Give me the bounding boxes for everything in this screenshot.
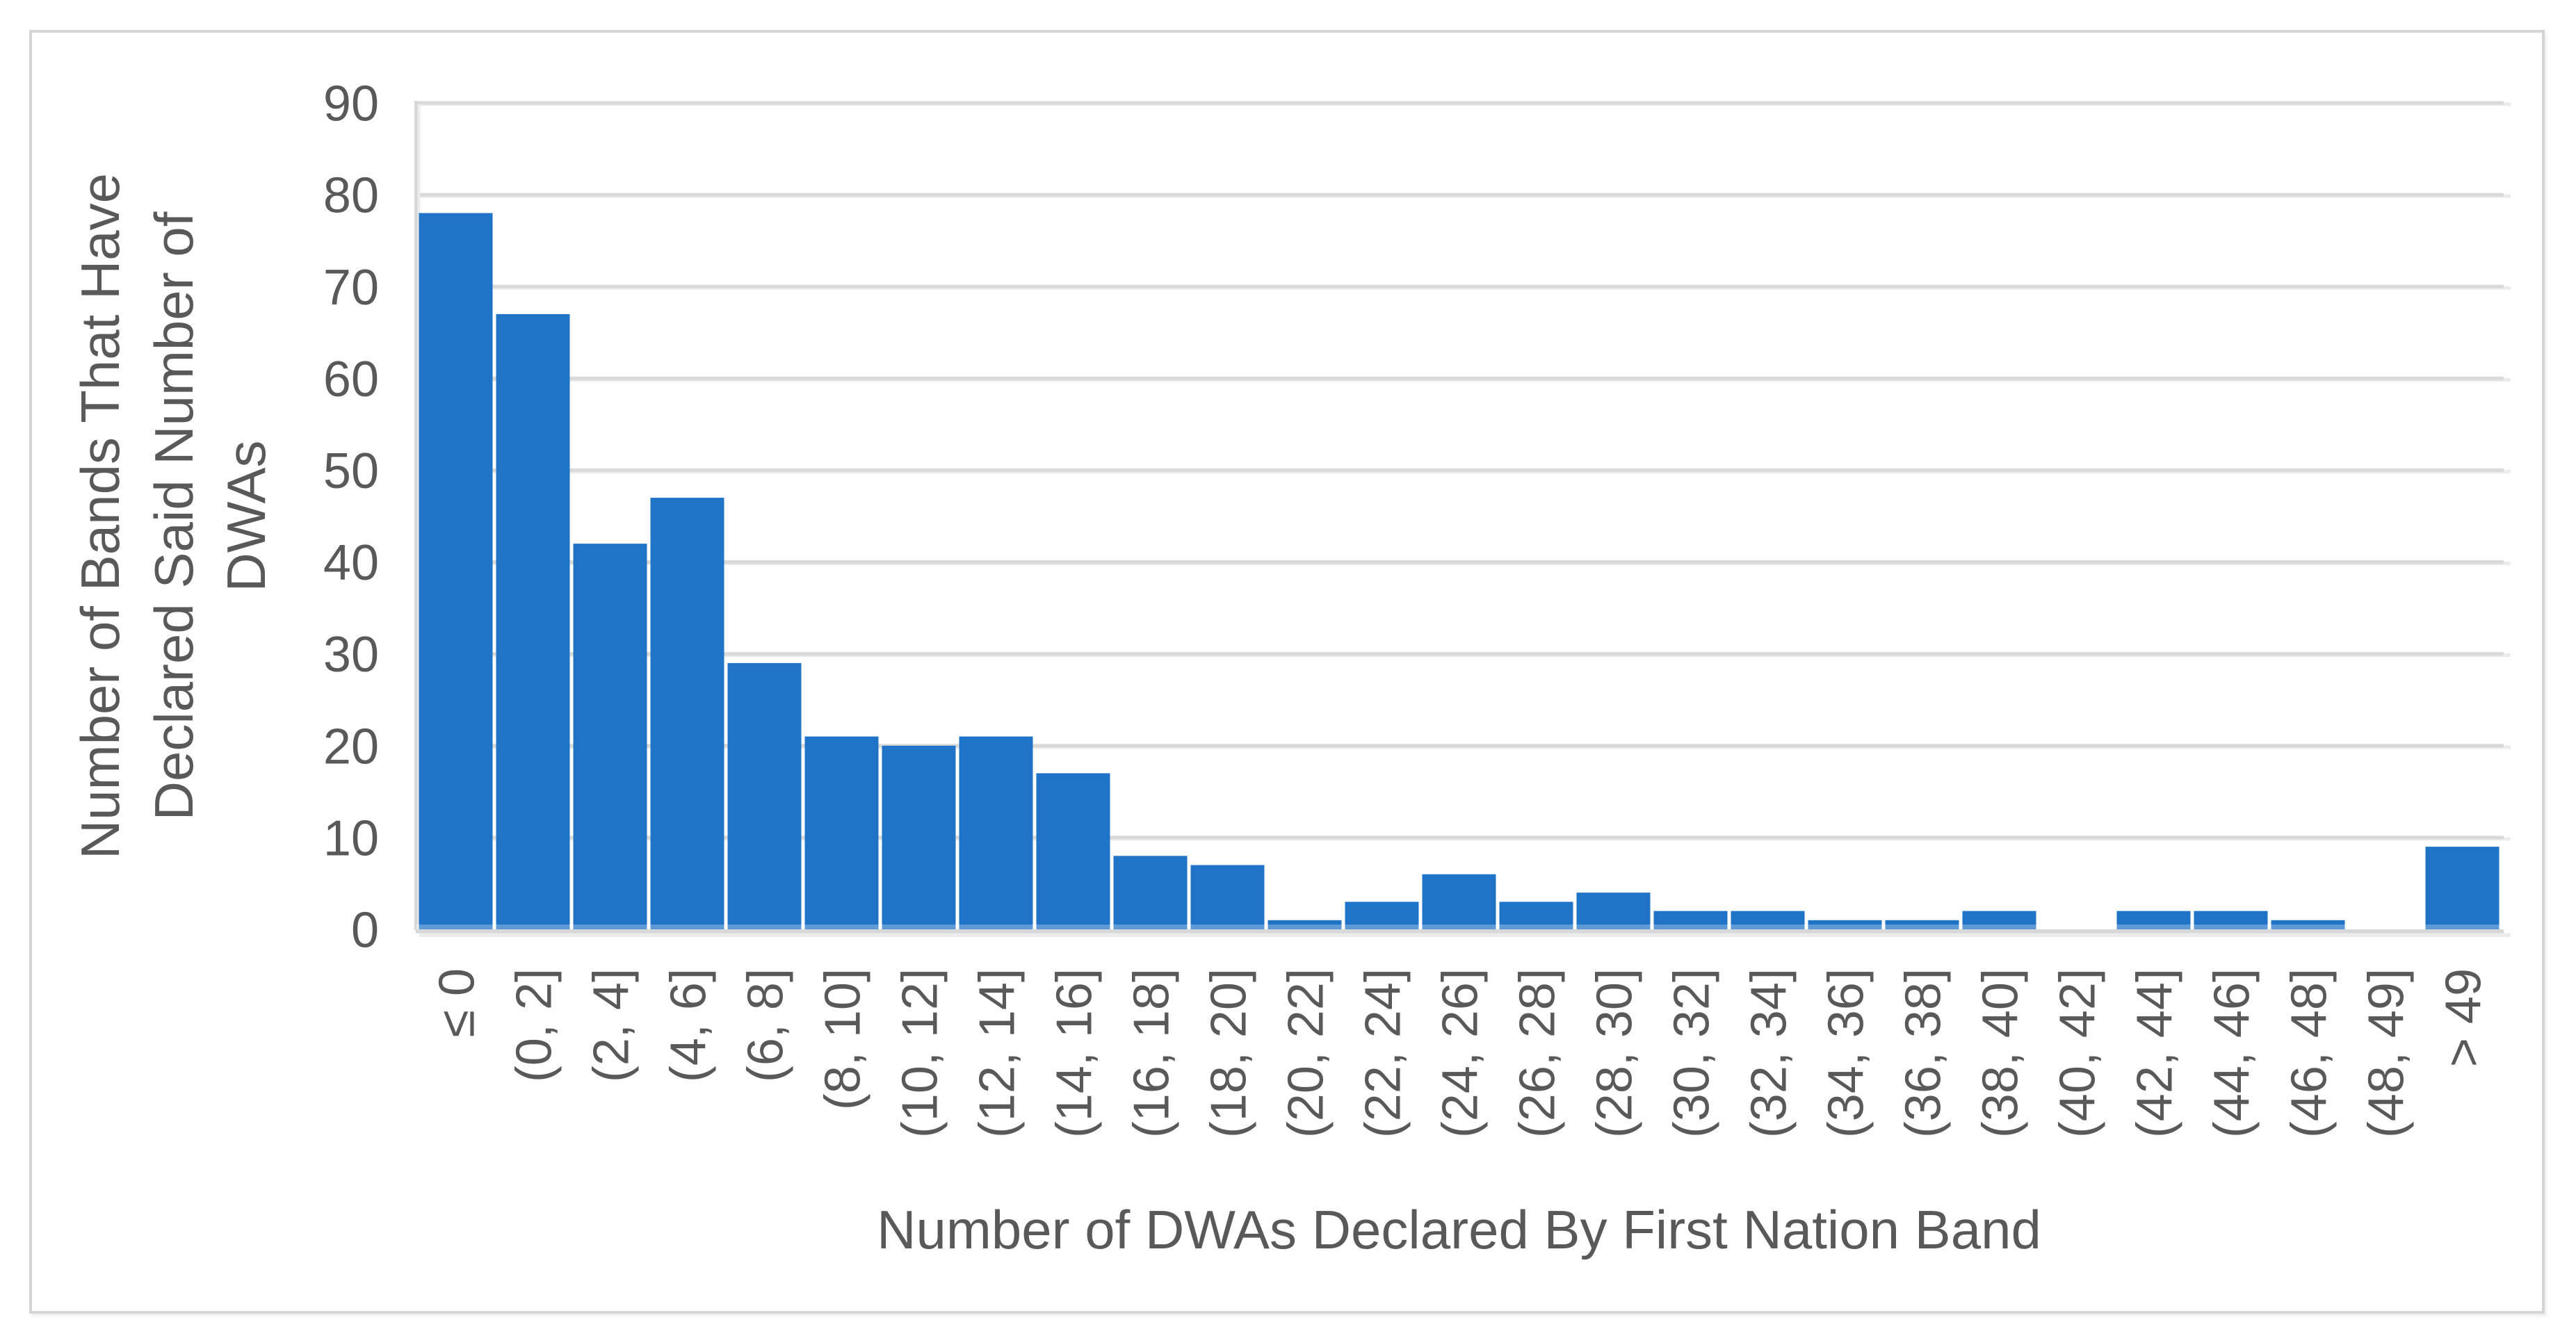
x-axis-line-shadow bbox=[419, 933, 2511, 937]
x-tick-label: (2, 4] bbox=[583, 968, 639, 1082]
bar-(22, 24] bbox=[1345, 902, 1419, 929]
x-tick-label: (22, 24] bbox=[1355, 968, 1411, 1138]
y-axis-title-line: Number of Bands That Have bbox=[70, 173, 131, 859]
x-tick-labels-group: ≤ 0 (0, 2] (2, 4] (4, 6] (6, 8] (8, 10] (10, 1… bbox=[429, 968, 2491, 1138]
y-axis-line bbox=[414, 101, 418, 930]
x-axis-line bbox=[416, 929, 2504, 934]
x-tick-label: (42, 44] bbox=[2127, 968, 2182, 1138]
y-tick-labels-group: 0 10 20 30 40 50 60 70 80 90 bbox=[323, 76, 379, 959]
x-tick-label: (28, 30] bbox=[1587, 968, 1642, 1138]
bar-(24, 26] bbox=[1422, 874, 1496, 929]
x-tick-label: (12, 14] bbox=[969, 968, 1025, 1138]
bar-(16, 18] bbox=[1113, 856, 1188, 929]
bar-(10, 12] bbox=[882, 745, 956, 929]
x-tick-label: (30, 32] bbox=[1664, 968, 1719, 1138]
x-tick-label: (34, 36] bbox=[1818, 968, 1874, 1138]
gridline bbox=[416, 101, 2504, 105]
x-tick-label: (26, 28] bbox=[1509, 968, 1565, 1138]
y-tick-label: 10 bbox=[323, 810, 379, 866]
x-tick-label: (0, 2] bbox=[506, 968, 562, 1082]
x-tick-label: (4, 6] bbox=[661, 968, 716, 1082]
bar-(14, 16] bbox=[1036, 773, 1110, 929]
y-tick-label: 30 bbox=[323, 627, 379, 683]
x-tick-label: (32, 34] bbox=[1741, 968, 1797, 1138]
bar-> 49 bbox=[2425, 847, 2500, 929]
x-tick-label: (8, 10] bbox=[815, 968, 870, 1110]
bar-(0, 2] bbox=[496, 313, 570, 929]
x-tick-label: (40, 42] bbox=[2050, 968, 2105, 1138]
bar-(32, 34] bbox=[1731, 911, 1805, 929]
y-tick-label: 0 bbox=[351, 903, 379, 959]
bars-group bbox=[419, 213, 2500, 929]
x-tick-label: > 49 bbox=[2436, 968, 2491, 1067]
y-axis-title: Number of Bands That Have Declared Said N… bbox=[70, 173, 277, 859]
y-axis-title-line: Declared Said Number of bbox=[143, 211, 204, 820]
x-tick-label: (6, 8] bbox=[738, 968, 793, 1082]
x-tick-label: (10, 12] bbox=[892, 968, 948, 1138]
bar-(38, 40] bbox=[1962, 911, 2036, 929]
x-tick-label: (44, 46] bbox=[2204, 968, 2260, 1138]
y-tick-label: 90 bbox=[323, 76, 379, 132]
x-tick-label: (38, 40] bbox=[1972, 968, 2028, 1138]
y-tick-label: 70 bbox=[323, 260, 379, 316]
gridline bbox=[416, 193, 2504, 197]
x-tick-label: (18, 20] bbox=[1201, 968, 1256, 1138]
bar-(4, 6] bbox=[650, 498, 724, 929]
y-tick-label: 50 bbox=[323, 443, 379, 499]
x-tick-label: (48, 49] bbox=[2358, 968, 2414, 1138]
bar-(18, 20] bbox=[1190, 865, 1265, 929]
bar-(28, 30] bbox=[1576, 893, 1651, 929]
x-axis-highlight bbox=[416, 924, 2504, 929]
bar-(8, 10] bbox=[804, 736, 879, 929]
bar-(34, 36] bbox=[1808, 920, 1882, 929]
gridline bbox=[416, 744, 2504, 748]
x-axis-title: Number of DWAs Declared By First Nation … bbox=[877, 1199, 2041, 1260]
gridline bbox=[416, 284, 2504, 288]
bar-(12, 14] bbox=[959, 736, 1033, 929]
bar-(36, 38] bbox=[1885, 920, 1959, 929]
gridlines-group bbox=[416, 101, 2511, 841]
gridline bbox=[416, 376, 2504, 380]
x-tick-label: (24, 26] bbox=[1432, 968, 1488, 1138]
bar-(30, 32] bbox=[1653, 911, 1728, 929]
bar-(2, 4] bbox=[573, 544, 647, 929]
x-tick-label: (20, 22] bbox=[1278, 968, 1334, 1138]
bar-(44, 46] bbox=[2194, 911, 2268, 929]
bar-(42, 44] bbox=[2116, 911, 2191, 929]
bar-(6, 8] bbox=[727, 662, 802, 929]
x-tick-label: (16, 18] bbox=[1124, 968, 1179, 1138]
x-tick-label: ≤ 0 bbox=[429, 968, 485, 1038]
gridline bbox=[416, 468, 2504, 472]
y-tick-label: 20 bbox=[323, 719, 379, 774]
x-tick-label: (36, 38] bbox=[1895, 968, 1951, 1138]
gridline bbox=[416, 836, 2504, 840]
y-tick-label: 60 bbox=[323, 352, 379, 407]
gridline bbox=[416, 560, 2504, 564]
bar-(46, 48] bbox=[2271, 920, 2345, 929]
x-tick-label: (46, 48] bbox=[2281, 968, 2337, 1138]
bar-(20, 22] bbox=[1267, 920, 1342, 929]
y-tick-label: 40 bbox=[323, 535, 379, 591]
bar-≤ 0 bbox=[419, 213, 493, 929]
gridline bbox=[416, 652, 2504, 656]
y-tick-label: 80 bbox=[323, 168, 379, 224]
bar-(26, 28] bbox=[1499, 902, 1573, 929]
y-axis-title-line: DWAs bbox=[216, 440, 277, 592]
x-tick-label: (14, 16] bbox=[1046, 968, 1102, 1138]
